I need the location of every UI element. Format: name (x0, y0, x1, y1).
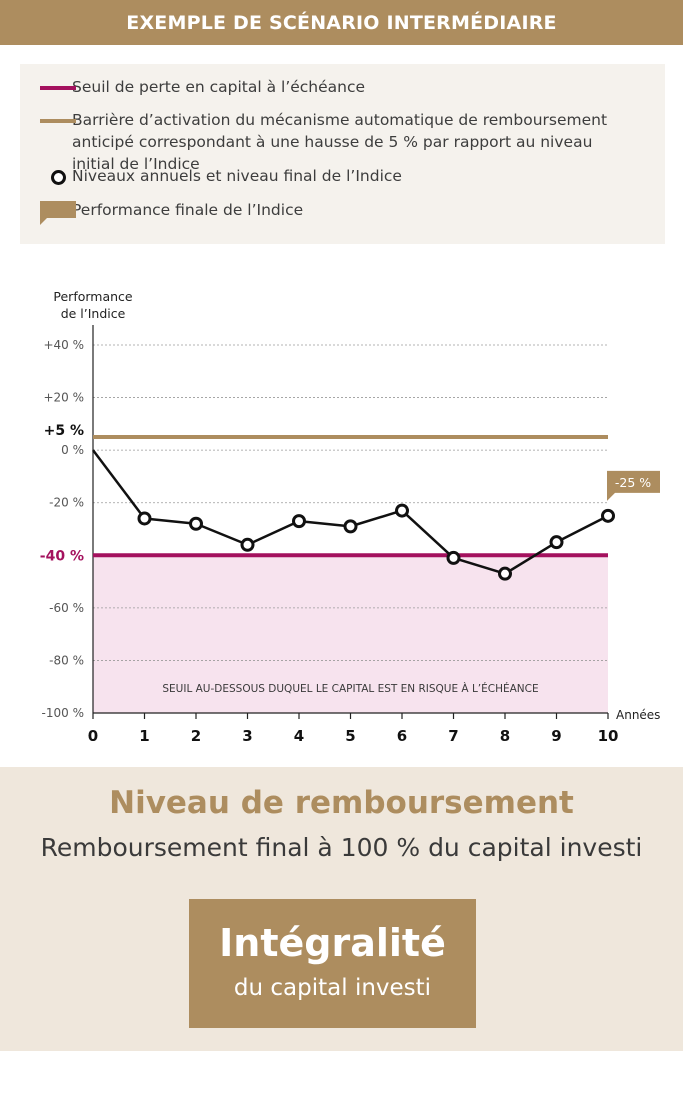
gold-line-icon (40, 119, 76, 123)
index-point (549, 535, 564, 550)
index-point (292, 514, 306, 529)
magenta-line-icon (40, 86, 76, 90)
index-point (137, 511, 152, 526)
index-point (189, 516, 203, 531)
y-axis-title-line2: de l’Indice (61, 306, 126, 321)
flag-label-icon (20, 199, 76, 225)
performance-chart: SEUIL AU-DESSOUS DUQUEL LE CAPITAL EST E… (0, 280, 683, 760)
y-tick-label: -100 % (42, 706, 84, 720)
x-tick-label: 0 (88, 727, 98, 745)
x-tick-label: 8 (500, 727, 510, 745)
y-tick-label: -60 % (49, 601, 84, 615)
y-tick-label: -20 % (49, 496, 84, 510)
index-point (343, 519, 358, 534)
risk-zone-label: SEUIL AU-DESSOUS DUQUEL LE CAPITAL EST E… (162, 682, 538, 695)
index-point (240, 537, 255, 552)
legend-item-final-performance: Performance finale de l’Indice (20, 199, 632, 225)
x-tick-label: 6 (397, 727, 407, 745)
risk-zone (93, 555, 608, 713)
repayment-subtitle: Remboursement final à 100 % du capital i… (40, 833, 643, 862)
legend-panel: Seuil de perte en capital à l’échéance B… (20, 64, 665, 244)
circle-marker-icon (51, 170, 66, 185)
legend-item-loss-threshold: Seuil de perte en capital à l’échéance (20, 76, 632, 98)
repayment-box-title: Intégralité (219, 921, 446, 965)
legend-label: Seuil de perte en capital à l’échéance (72, 78, 366, 96)
y-tick-label: +40 % (43, 338, 84, 352)
legend-label: Niveaux annuels et niveau final de l’Ind… (72, 167, 402, 185)
x-tick-label: 5 (345, 727, 355, 745)
index-point (498, 566, 512, 581)
repayment-box-caption: du capital investi (233, 975, 432, 1001)
legend-label: Barrière d’activation du mécanisme autom… (72, 111, 608, 173)
legend-item-barrier: Barrière d’activation du mécanisme autom… (20, 109, 632, 175)
x-tick-label: 2 (191, 727, 201, 745)
x-tick-label: 7 (448, 727, 458, 745)
barrier-label: +5 % (44, 423, 84, 439)
x-tick-label: 9 (551, 727, 561, 745)
x-tick-label: 1 (139, 727, 149, 745)
x-tick-label: 3 (242, 727, 252, 745)
y-tick-label: +20 % (43, 391, 84, 405)
y-tick-label: -80 % (49, 653, 84, 667)
final-performance-flag (607, 470, 660, 501)
repayment-title: Niveau de remboursement (109, 785, 574, 821)
x-tick-label: 4 (294, 727, 304, 745)
x-tick-label: 10 (598, 727, 619, 745)
chart-svg: SEUIL AU-DESSOUS DUQUEL LE CAPITAL EST E… (40, 289, 661, 745)
header-title: EXEMPLE DE SCÉNARIO INTERMÉDIAIRE (126, 11, 557, 34)
y-axis-title: Performance (53, 289, 133, 304)
legend-item-annual-levels: Niveaux annuels et niveau final de l’Ind… (20, 165, 632, 187)
y-tick-label: 0 % (61, 443, 84, 457)
loss-threshold-label: -40 % (40, 548, 84, 564)
index-point (395, 503, 409, 518)
legend-label: Performance finale de l’Indice (72, 201, 304, 219)
index-point (446, 550, 461, 565)
index-point (601, 508, 615, 523)
x-axis-title: Années (616, 708, 660, 722)
final-performance-label: -25 % (615, 475, 651, 490)
header-banner: EXEMPLE DE SCÉNARIO INTERMÉDIAIRE (0, 0, 683, 45)
repayment-box: Intégralité du capital investi (189, 899, 476, 1028)
repayment-panel: Niveau de remboursement Remboursement fi… (0, 767, 683, 1051)
